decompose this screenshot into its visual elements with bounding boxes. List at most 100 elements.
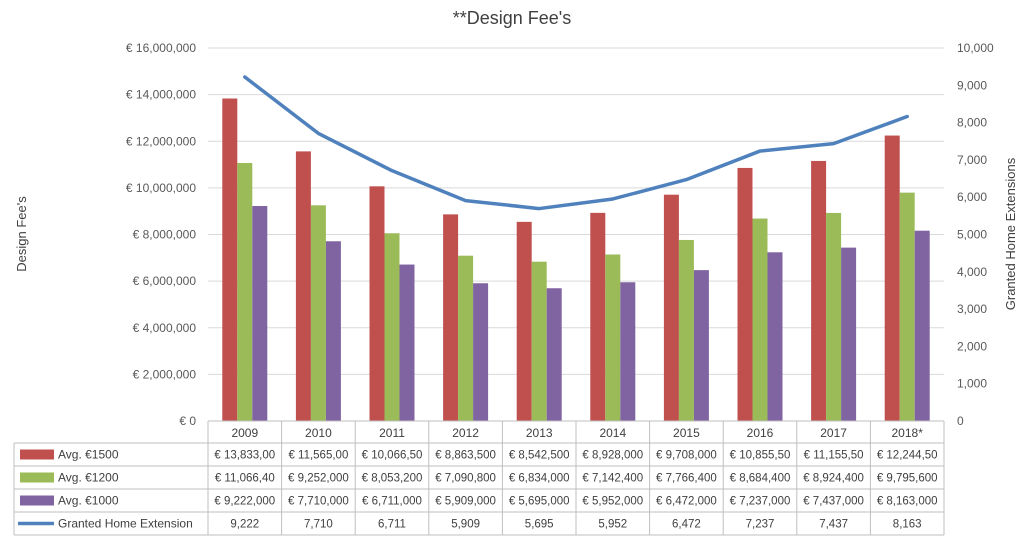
bar-avg-1500-2012: [443, 214, 459, 421]
data-cell-avg-1200: € 6,834,000: [509, 473, 570, 485]
data-cell-avg-1200: € 9,252,000: [288, 473, 349, 485]
bar-avg-1200-2013: [531, 261, 547, 421]
line-granted-home-extension: [243, 75, 909, 211]
data-cell-avg-1000: € 7,710,000: [288, 496, 349, 508]
y2-tick-label: 10,000: [957, 41, 994, 55]
y-tick-label: € 14,000,000: [126, 88, 196, 102]
data-cell-avg-1500: € 12,244,50: [877, 450, 938, 462]
legend-label-avg-1000: Avg. €1000: [58, 494, 119, 508]
y2-tick-label: 3,000: [957, 302, 987, 316]
bar-avg-1500-2015: [663, 194, 679, 421]
data-cell-avg-1200: € 11,066,40: [215, 473, 275, 485]
category-label: 2018*: [892, 426, 924, 440]
y2-tick-label: 1,000: [957, 377, 987, 391]
data-cell-avg-1200: € 7,090,800: [435, 473, 496, 485]
y2-tick-label: 4,000: [957, 265, 987, 279]
legend-key-avg-1200: [20, 472, 54, 483]
data-table: 2009 2010 2011 2012 2013 2014 2015 2016 2017 2018…: [13, 420, 945, 536]
y-tick-label: € 0: [179, 414, 196, 428]
y2-tick-label: 9,000: [957, 78, 987, 92]
bar-avg-1000-2015: [693, 270, 709, 421]
legend-key-avg-1000: [20, 495, 54, 506]
y-tick-label: € 4,000,000: [133, 321, 197, 335]
y2-tick-label: 0: [957, 414, 964, 428]
data-cell-avg-1500: € 11,565,00: [288, 450, 348, 462]
data-cell-granted-home-extension: 5,695: [525, 519, 554, 531]
y-tick-label: € 10,000,000: [126, 181, 196, 195]
y-tick-label: € 16,000,000: [126, 41, 196, 55]
bar-avg-1000-2010: [325, 241, 341, 421]
bar-avg-1500-2018: [884, 135, 900, 421]
category-label: 2017: [820, 426, 847, 440]
y2-tick-label: 8,000: [957, 116, 987, 130]
category-label: 2013: [526, 426, 553, 440]
y-axis-label: Design Fee's: [14, 196, 29, 272]
category-label: 2016: [747, 426, 774, 440]
bars: [222, 98, 930, 421]
legend-label-avg-1200: Avg. €1200: [58, 471, 119, 485]
bar-avg-1000-2017: [841, 247, 857, 421]
y-tick-label: € 8,000,000: [133, 228, 197, 242]
bar-avg-1200-2018: [899, 192, 915, 421]
data-cell-avg-1200: € 8,924,400: [803, 473, 864, 485]
legend-key-avg-1500: [20, 449, 54, 460]
bar-avg-1200-2017: [826, 212, 842, 421]
bar-avg-1200-2015: [678, 239, 694, 421]
bar-avg-1200-2009: [237, 163, 253, 421]
data-cell-avg-1500: € 8,542,500: [509, 450, 570, 462]
data-cell-avg-1000: € 8,163,000: [877, 496, 938, 508]
bar-avg-1500-2009: [222, 98, 238, 421]
bar-avg-1000-2009: [252, 206, 268, 421]
bar-avg-1000-2012: [473, 283, 489, 421]
data-cell-granted-home-extension: 5,952: [598, 519, 627, 531]
data-cell-avg-1200: € 8,053,200: [362, 473, 423, 485]
data-cell-avg-1000: € 5,695,000: [509, 496, 570, 508]
data-cell-avg-1500: € 10,066,50: [362, 450, 423, 462]
data-cell-granted-home-extension: 7,710: [304, 519, 333, 531]
data-cell-granted-home-extension: 9,222: [230, 519, 259, 531]
data-cell-avg-1000: € 7,437,000: [803, 496, 864, 508]
data-cell-granted-home-extension: 7,437: [819, 519, 848, 531]
data-cell-avg-1200: € 7,766,400: [656, 473, 717, 485]
bar-avg-1000-2011: [399, 264, 415, 421]
legend-label-granted-home-extension: Granted Home Extension: [58, 517, 193, 531]
bar-avg-1200-2011: [384, 233, 400, 421]
category-label: 2015: [673, 426, 700, 440]
data-cell-avg-1500: € 9,708,000: [656, 450, 717, 462]
data-cell-avg-1000: € 7,237,000: [730, 496, 791, 508]
bar-avg-1500-2010: [295, 151, 311, 421]
bar-avg-1200-2014: [605, 254, 621, 421]
y-tick-label: € 12,000,000: [126, 134, 196, 148]
category-label: 2012: [452, 426, 479, 440]
category-label: 2010: [305, 426, 332, 440]
line-series: [243, 75, 909, 211]
data-cell-granted-home-extension: 8,163: [893, 519, 922, 531]
data-cell-avg-1000: € 5,909,000: [435, 496, 496, 508]
bar-avg-1000-2018: [914, 230, 930, 421]
bar-avg-1000-2016: [767, 252, 783, 421]
bar-avg-1500-2011: [369, 186, 385, 421]
data-cell-granted-home-extension: 6,711: [378, 519, 406, 531]
bar-avg-1500-2017: [811, 160, 827, 421]
data-cell-granted-home-extension: 5,909: [451, 519, 480, 531]
chart-title: **Design Fee's: [453, 8, 572, 28]
y-axis-ticks: € 0 € 2,000,000 € 4,000,000 € 6,000,000 € 8,…: [126, 41, 196, 428]
y2-tick-label: 5,000: [957, 228, 987, 242]
y-tick-label: € 6,000,000: [133, 274, 197, 288]
y2-tick-label: 2,000: [957, 339, 987, 353]
bar-avg-1500-2016: [737, 167, 753, 421]
bar-avg-1200-2010: [310, 205, 326, 421]
data-cell-avg-1500: € 10,855,50: [730, 450, 791, 462]
category-label: 2011: [379, 426, 405, 440]
data-cell-avg-1500: € 8,928,000: [582, 450, 643, 462]
data-cell-avg-1200: € 7,142,400: [582, 473, 643, 485]
y2-tick-label: 6,000: [957, 190, 987, 204]
data-cell-avg-1500: € 13,833,00: [214, 450, 275, 462]
category-label: 2009: [231, 426, 258, 440]
bar-avg-1200-2012: [458, 255, 474, 421]
y-tick-label: € 2,000,000: [133, 367, 197, 381]
data-cell-avg-1000: € 6,711,000: [362, 496, 422, 508]
data-cell-avg-1200: € 8,684,400: [730, 473, 791, 485]
bar-avg-1000-2013: [546, 288, 562, 421]
